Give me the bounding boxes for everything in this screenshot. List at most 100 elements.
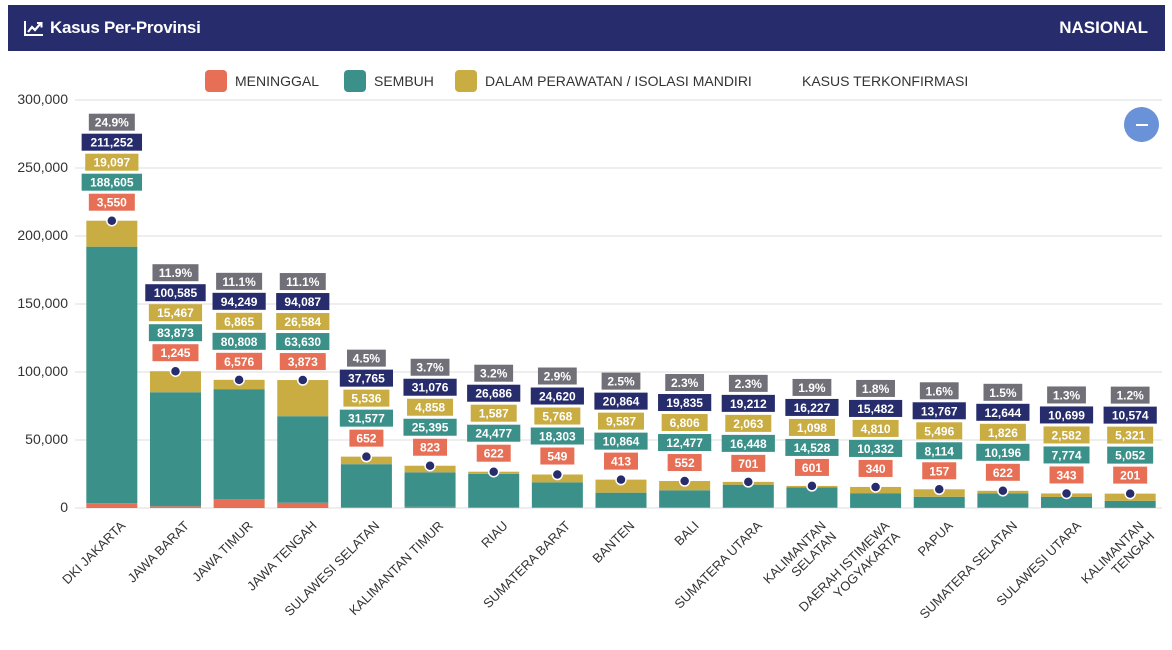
data-label-meninggal-bg	[349, 429, 384, 447]
data-label-perawatan: 2,582	[1052, 428, 1082, 442]
data-label-perawatan-bg	[725, 414, 772, 432]
legend-label: SEMBUH	[374, 73, 434, 89]
data-label-meninggal: 201	[1120, 469, 1140, 483]
data-label-percent-bg	[665, 374, 705, 392]
zoom-out-button[interactable]	[1124, 107, 1159, 142]
data-label-sembuh-bg	[976, 443, 1030, 461]
data-label-sembuh-bg	[594, 432, 648, 450]
data-label-percent: 2.5%	[607, 375, 635, 389]
data-label-meninggal-bg	[1113, 466, 1148, 484]
data-label-sembuh-bg	[1107, 446, 1154, 464]
point-terkonfirmasi	[678, 475, 691, 487]
legend-swatch-meninggal	[205, 70, 227, 92]
data-label-meninggal: 157	[929, 464, 949, 478]
legend-label: DALAM PERAWATAN / ISOLASI MANDIRI	[485, 73, 752, 89]
bar-sembuh	[340, 464, 392, 508]
data-label-percent: 1.3%	[1053, 388, 1081, 402]
y-tick-label: 50,000	[25, 431, 68, 447]
data-label-sembuh: 12,477	[666, 436, 703, 450]
data-label-sembuh-bg	[403, 418, 457, 436]
bar-perawatan	[595, 479, 647, 493]
data-label-meninggal: 549	[547, 450, 567, 464]
data-label-perawatan-bg	[534, 407, 581, 425]
data-label-perawatan-bg	[916, 422, 963, 440]
data-label-sembuh-bg	[212, 332, 266, 350]
data-label-perawatan: 5,536	[351, 392, 381, 406]
data-label-percent: 3.7%	[416, 361, 444, 375]
data-label-terkonfirmasi: 10,699	[1048, 408, 1085, 422]
bar-perawatan	[86, 220, 138, 247]
data-label-terkonfirmasi: 100,585	[154, 286, 198, 300]
data-label-sembuh: 83,873	[157, 326, 194, 340]
data-label-terkonfirmasi-bg	[594, 392, 648, 410]
data-label-terkonfirmasi: 19,835	[666, 396, 703, 410]
data-label-meninggal-bg	[216, 352, 263, 370]
data-label-terkonfirmasi-bg	[403, 378, 457, 396]
bar-sembuh	[213, 389, 265, 500]
bar-perawatan	[340, 456, 392, 465]
scope-label: NASIONAL	[1059, 18, 1148, 37]
data-label-perawatan-bg	[276, 313, 330, 331]
data-label-terkonfirmasi-bg	[276, 293, 330, 311]
data-label-sembuh: 10,864	[603, 435, 640, 449]
bar-meninggal	[277, 502, 329, 508]
legend-item-terkonfirmasi[interactable]: KASUS TERKONFIRMASI	[802, 68, 968, 94]
data-label-meninggal: 3,873	[288, 355, 318, 369]
bar-meninggal	[404, 506, 456, 508]
legend-item-perawatan[interactable]: DALAM PERAWATAN / ISOLASI MANDIRI	[455, 68, 752, 94]
x-tick-label: DKI JAKARTA	[59, 518, 129, 588]
legend-label: MENINGGAL	[235, 73, 320, 89]
bar-meninggal	[659, 507, 711, 508]
data-label-sembuh: 14,528	[794, 441, 831, 455]
chart-legend: MENINGGAL SEMBUH DALAM PERAWATAN / ISOLA…	[0, 68, 1172, 94]
data-label-sembuh-bg	[467, 424, 521, 442]
data-label-percent-bg	[216, 272, 263, 290]
y-tick-label: 100,000	[17, 363, 68, 379]
data-label-terkonfirmasi: 19,212	[730, 397, 767, 411]
point-terkonfirmasi	[106, 214, 118, 227]
data-label-meninggal: 3,550	[97, 196, 127, 210]
bar-sembuh	[1104, 500, 1156, 508]
bar-meninggal	[722, 507, 774, 508]
data-label-perawatan: 2,063	[733, 417, 763, 431]
bar-perawatan	[149, 371, 201, 393]
data-label-sembuh-bg	[1043, 446, 1090, 464]
data-label-perawatan-bg	[407, 398, 454, 416]
point-terkonfirmasi	[360, 450, 373, 463]
bar-perawatan	[531, 474, 583, 483]
data-label-meninggal-bg	[604, 452, 638, 470]
minus-icon	[1135, 123, 1148, 126]
data-label-percent: 11.1%	[286, 275, 320, 289]
point-terkonfirmasi	[297, 374, 309, 386]
bar-sembuh	[595, 492, 647, 508]
data-label-percent-bg	[88, 113, 135, 131]
data-label-sembuh: 16,448	[730, 437, 767, 451]
data-label-perawatan-bg	[598, 412, 644, 430]
data-label-meninggal-bg	[794, 458, 829, 476]
y-tick-label: 300,000	[17, 91, 68, 107]
data-label-terkonfirmasi-bg	[339, 369, 394, 387]
point-terkonfirmasi	[997, 485, 1009, 497]
data-label-percent-bg	[792, 378, 832, 396]
data-label-sembuh-bg	[339, 409, 394, 427]
data-label-terkonfirmasi: 13,767	[921, 404, 958, 418]
point-terkonfirmasi	[1124, 487, 1136, 500]
legend-item-meninggal[interactable]: MENINGGAL	[205, 68, 319, 94]
legend-swatch-perawatan	[455, 70, 477, 92]
bar-meninggal	[340, 507, 392, 508]
data-label-sembuh-bg	[148, 324, 203, 342]
data-label-sembuh: 5,052	[1115, 449, 1145, 463]
data-label-meninggal-bg	[1049, 466, 1084, 484]
data-label-percent-bg	[279, 273, 326, 291]
data-label-perawatan-bg	[788, 418, 835, 436]
legend-item-sembuh[interactable]: SEMBUH	[344, 68, 434, 94]
legend-label: KASUS TERKONFIRMASI	[802, 73, 969, 89]
bar-sembuh	[277, 416, 329, 503]
point-terkonfirmasi	[806, 480, 818, 492]
data-label-perawatan-bg	[85, 153, 139, 171]
data-label-percent-bg	[1047, 386, 1086, 404]
panel-header: Kasus Per-Provinsi NASIONAL	[8, 5, 1165, 51]
data-label-meninggal-bg	[858, 459, 893, 477]
bar-perawatan	[1104, 493, 1156, 501]
bar-sembuh	[1041, 496, 1093, 508]
